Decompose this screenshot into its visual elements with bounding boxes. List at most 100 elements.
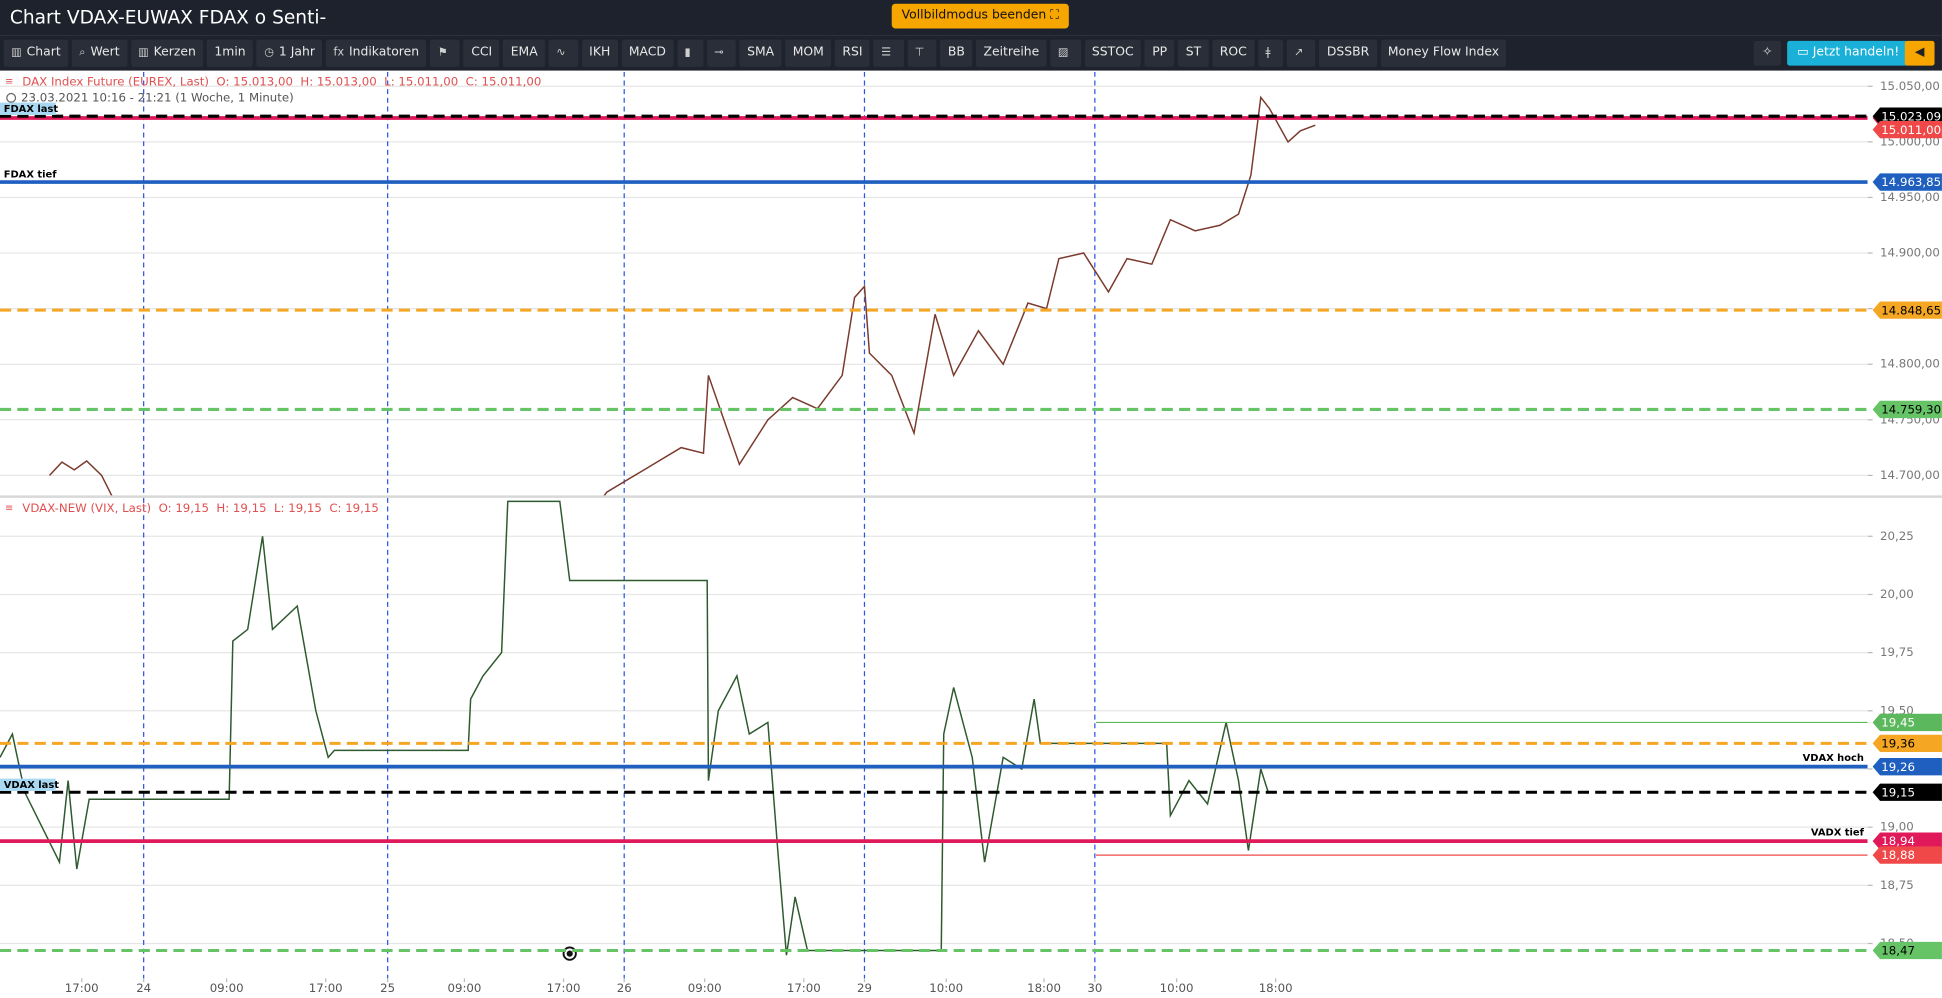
tool-button[interactable]: ⊤	[907, 39, 937, 67]
x-tick-label: 09:00	[210, 981, 244, 995]
price-label-box	[1872, 941, 1942, 960]
tool-button[interactable]: ↗	[1286, 39, 1316, 67]
price-line	[0, 500, 1269, 956]
panel-subtitle: 23.03.2021 10:16 - 21:21 (1 Woche, 1 Min…	[21, 90, 294, 104]
x-tick-label: 25	[380, 981, 395, 995]
label: Money Flow Index	[1387, 45, 1500, 60]
price-label: 15.011,00	[1881, 123, 1941, 137]
tool-button[interactable]: ∿	[548, 39, 579, 67]
panel-icon: ≡	[5, 77, 13, 88]
tool-button[interactable]: fx Indikatoren	[326, 39, 427, 67]
price-label-box	[1872, 783, 1942, 801]
price-label-box	[1872, 120, 1942, 139]
panel	[0, 71, 1868, 496]
tool-button[interactable]: 1min	[206, 39, 254, 67]
y-tick-label: 19,75	[1880, 645, 1914, 659]
level-tag: FDAX tief	[4, 170, 58, 181]
x-tick-label: 24	[136, 981, 151, 995]
panel	[0, 497, 1868, 979]
series-name: VDAX-NEW (VIX, Last)	[22, 500, 151, 514]
tool-button[interactable]: MACD	[621, 39, 674, 67]
series-name: DAX Index Future (EUREX, Last)	[22, 74, 209, 88]
label: ST	[1185, 45, 1202, 60]
label: Vollbildmodus beenden	[901, 8, 1047, 23]
tool-button[interactable]: ◷ 1 Jahr	[256, 39, 323, 67]
tool-button[interactable]: Zeitreihe	[976, 39, 1047, 67]
title-bar: Chart VDAX-EUWAX FDAX o Senti- Vollbildm…	[0, 0, 1942, 36]
x-tick-label: 17:00	[787, 981, 821, 995]
panel-legend: VDAX-NEW (VIX, Last) O: 19,15 H: 19,15 L: 1…	[22, 500, 379, 514]
tool-button[interactable]: SMA	[739, 39, 782, 67]
trade-button[interactable]: ▭ Jetzt handeln!	[1787, 40, 1910, 66]
ohlc-value: L: 15.011,00	[384, 74, 458, 88]
tool-button[interactable]: Money Flow Index	[1380, 39, 1507, 67]
label: BB	[947, 45, 965, 60]
toolbar: ▥ Chart ⌕ Wert ▥ Kerzen 1min ◷ 1 Jahr fx Indi…	[0, 35, 1942, 71]
ohlc-value: O: 19,15	[159, 500, 209, 514]
panel-icon: ≡	[5, 503, 13, 514]
price-label-box	[1872, 713, 1942, 732]
label: Chart	[26, 45, 61, 60]
tool-button[interactable]: ▮	[677, 39, 704, 67]
tool-button[interactable]: ST	[1178, 39, 1209, 67]
price-label: 14.963,85	[1881, 175, 1941, 189]
tool-button[interactable]: ROC	[1212, 39, 1255, 67]
tool-button[interactable]: BB	[940, 39, 973, 67]
tool-button[interactable]: PP	[1144, 39, 1175, 67]
label: DSSBR	[1326, 45, 1370, 60]
x-tick-label: 30	[1087, 981, 1102, 995]
tool-button[interactable]: MOM	[785, 39, 832, 67]
tool-button[interactable]: ▨	[1050, 39, 1081, 67]
level-tag: VADX tief	[1811, 827, 1865, 838]
tool-button[interactable]: CCI	[463, 39, 500, 67]
tool-button[interactable]: ⚑	[430, 39, 461, 67]
tool-button[interactable]: ⊸	[706, 39, 736, 67]
price-line	[48, 95, 1316, 496]
y-tick-label: 20,25	[1880, 529, 1914, 543]
x-tick-label: 09:00	[688, 981, 722, 995]
price-label-box	[1872, 846, 1942, 864]
collapse-button[interactable]: ◀	[1904, 40, 1935, 66]
level-tag: VDAX last	[4, 780, 60, 791]
x-tick-label: 29	[857, 981, 872, 995]
y-tick-label: 14.800,00	[1880, 357, 1940, 371]
tool-button[interactable]: EMA	[503, 39, 546, 67]
tool-button[interactable]: IKH	[581, 39, 618, 67]
tool-button[interactable]: ǂ	[1257, 39, 1283, 67]
clock-icon	[6, 92, 17, 103]
x-tick-label: 17:00	[547, 981, 581, 995]
label: MACD	[628, 45, 666, 60]
label: EMA	[510, 45, 538, 60]
window-title: Chart VDAX-EUWAX FDAX o Senti-	[9, 6, 327, 29]
price-label-box	[1872, 107, 1942, 125]
tool-button[interactable]: ▥ Chart	[3, 39, 69, 67]
tool-button[interactable]: DSSBR	[1319, 39, 1377, 67]
tool-button[interactable]: ▥ Kerzen	[130, 39, 204, 67]
fullscreen-button[interactable]: Vollbildmodus beenden ⛶	[891, 3, 1069, 29]
ohlc-value: C: 19,15	[329, 500, 379, 514]
label: RSI	[842, 45, 863, 60]
price-label: 19,26	[1881, 760, 1915, 774]
x-tick-label: 17:00	[65, 981, 99, 995]
ohlc-value: O: 15.013,00	[216, 74, 293, 88]
tool-button[interactable]: ⌕ Wert	[71, 39, 128, 67]
ohlc-value: H: 15.013,00	[300, 74, 376, 88]
price-label-box	[1872, 832, 1942, 850]
tool-button[interactable]: RSI	[835, 39, 870, 67]
chart-background	[0, 71, 1942, 998]
y-tick-label: 19,00	[1880, 820, 1914, 834]
level-tag-box	[0, 102, 56, 115]
tool-button[interactable]: SSTOC	[1084, 39, 1142, 67]
tool-button[interactable]: ☰	[873, 39, 904, 67]
ohlc-value: C: 15.011,00	[466, 74, 542, 88]
x-tick-label: 09:00	[448, 981, 482, 995]
price-label-box	[1872, 400, 1942, 419]
price-label: 18,88	[1881, 848, 1915, 862]
x-tick-label: 18:00	[1259, 981, 1293, 995]
tool-button[interactable]: ✧	[1753, 40, 1781, 66]
price-label-box	[1872, 757, 1942, 776]
label: SMA	[747, 45, 775, 60]
y-tick-label: 15.050,00	[1880, 79, 1940, 93]
